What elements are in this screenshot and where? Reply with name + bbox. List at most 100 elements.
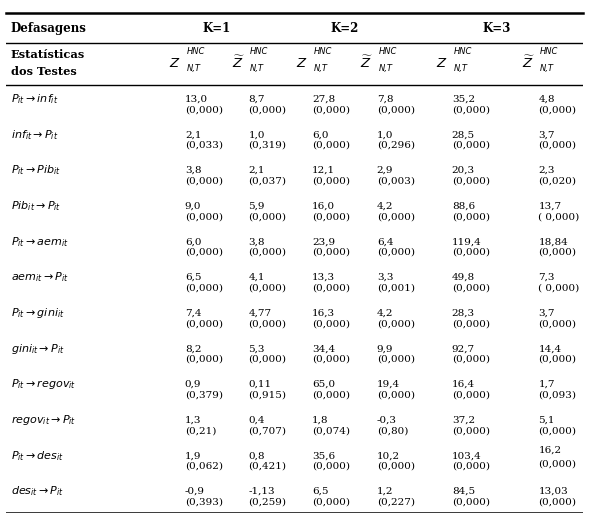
Text: $P_{it} \rightarrow gini_{it}$: $P_{it} \rightarrow gini_{it}$ — [11, 306, 64, 320]
Text: (0,003): (0,003) — [377, 177, 415, 185]
Text: 0,8: 0,8 — [249, 451, 265, 461]
Text: 37,2: 37,2 — [452, 415, 475, 425]
Text: (0,000): (0,000) — [185, 248, 223, 257]
Text: (0,000): (0,000) — [452, 141, 490, 150]
Text: HNC: HNC — [187, 47, 205, 56]
Text: (0,000): (0,000) — [185, 212, 223, 221]
Text: 13,03: 13,03 — [538, 487, 568, 496]
Text: (0,000): (0,000) — [312, 462, 350, 471]
Text: (0,000): (0,000) — [377, 248, 415, 257]
Text: $inf_{it} \rightarrow P_{it}$: $inf_{it} \rightarrow P_{it}$ — [11, 128, 58, 142]
Text: 4,2: 4,2 — [377, 202, 393, 211]
Text: HNC: HNC — [313, 47, 332, 56]
Text: (0,000): (0,000) — [452, 391, 490, 399]
Text: 6,4: 6,4 — [377, 237, 393, 246]
Text: 28,3: 28,3 — [452, 309, 475, 318]
Text: (0,393): (0,393) — [185, 498, 223, 507]
Text: 19,4: 19,4 — [377, 380, 400, 389]
Text: (0,000): (0,000) — [377, 105, 415, 114]
Text: N,T: N,T — [454, 64, 468, 73]
Text: 6,0: 6,0 — [312, 131, 328, 139]
Text: 12,1: 12,1 — [312, 166, 335, 175]
Text: 3,7: 3,7 — [538, 131, 555, 139]
Text: N,T: N,T — [250, 64, 264, 73]
Text: (0,000): (0,000) — [185, 105, 223, 114]
Text: 10,2: 10,2 — [377, 451, 400, 461]
Text: (0,001): (0,001) — [377, 284, 415, 293]
Text: 23,9: 23,9 — [312, 237, 335, 246]
Text: (0,000): (0,000) — [377, 355, 415, 364]
Text: 13,7: 13,7 — [538, 202, 561, 211]
Text: 84,5: 84,5 — [452, 487, 475, 496]
Text: 1,2: 1,2 — [377, 487, 393, 496]
Text: 27,8: 27,8 — [312, 95, 335, 104]
Text: (0,227): (0,227) — [377, 498, 415, 507]
Text: 16,4: 16,4 — [452, 380, 475, 389]
Text: dos Testes: dos Testes — [11, 66, 76, 77]
Text: $P_{it} \rightarrow inf_{it}$: $P_{it} \rightarrow inf_{it}$ — [11, 92, 58, 106]
Text: 35,2: 35,2 — [452, 95, 475, 104]
Text: (0,000): (0,000) — [312, 355, 350, 364]
Text: 16,3: 16,3 — [312, 309, 335, 318]
Text: (0,000): (0,000) — [538, 319, 577, 328]
Text: (0,319): (0,319) — [249, 141, 286, 150]
Text: $\widetilde{Z}$: $\widetilde{Z}$ — [231, 55, 244, 71]
Text: $gini_{it} \rightarrow P_{it}$: $gini_{it} \rightarrow P_{it}$ — [11, 342, 64, 356]
Text: (0,000): (0,000) — [249, 355, 286, 364]
Text: (0,000): (0,000) — [538, 355, 577, 364]
Text: 8,2: 8,2 — [185, 344, 201, 353]
Text: (0,000): (0,000) — [312, 141, 350, 150]
Text: 2,1: 2,1 — [185, 131, 201, 139]
Text: 7,4: 7,4 — [185, 309, 201, 318]
Text: (0,379): (0,379) — [185, 391, 223, 399]
Text: 28,5: 28,5 — [452, 131, 475, 139]
Text: (0,259): (0,259) — [249, 498, 286, 507]
Text: 1,3: 1,3 — [185, 415, 201, 425]
Text: (0,000): (0,000) — [538, 105, 577, 114]
Text: (0,000): (0,000) — [312, 284, 350, 293]
Text: (0,000): (0,000) — [452, 498, 490, 507]
Text: $des_{it} \rightarrow P_{it}$: $des_{it} \rightarrow P_{it}$ — [11, 484, 64, 498]
Text: (0,000): (0,000) — [312, 498, 350, 507]
Text: (0,000): (0,000) — [249, 212, 286, 221]
Text: N,T: N,T — [379, 64, 392, 73]
Text: 20,3: 20,3 — [452, 166, 475, 175]
Text: $Z$: $Z$ — [168, 56, 180, 69]
Text: (0,093): (0,093) — [538, 391, 577, 399]
Text: 16,2: 16,2 — [538, 446, 561, 455]
Text: (0,000): (0,000) — [312, 248, 350, 257]
Text: N,T: N,T — [313, 64, 327, 73]
Text: (0,000): (0,000) — [538, 426, 577, 435]
Text: 5,9: 5,9 — [249, 202, 265, 211]
Text: 0,11: 0,11 — [249, 380, 272, 389]
Text: $P_{it} \rightarrow regov_{it}$: $P_{it} \rightarrow regov_{it}$ — [11, 378, 76, 392]
Text: (0,000): (0,000) — [452, 355, 490, 364]
Text: 3,8: 3,8 — [185, 166, 201, 175]
Text: (0,000): (0,000) — [452, 105, 490, 114]
Text: 3,3: 3,3 — [377, 273, 393, 282]
Text: (0,21): (0,21) — [185, 426, 216, 435]
Text: (0,000): (0,000) — [452, 248, 490, 257]
Text: 13,3: 13,3 — [312, 273, 335, 282]
Text: (0,000): (0,000) — [452, 426, 490, 435]
Text: (0,000): (0,000) — [377, 319, 415, 328]
Text: $P_{it} \rightarrow Pib_{it}$: $P_{it} \rightarrow Pib_{it}$ — [11, 164, 61, 177]
Text: (0,037): (0,037) — [249, 177, 286, 185]
Text: (0,000): (0,000) — [249, 284, 286, 293]
Text: 9,0: 9,0 — [185, 202, 201, 211]
Text: 7,3: 7,3 — [538, 273, 555, 282]
Text: $P_{it} \rightarrow aem_{it}$: $P_{it} \rightarrow aem_{it}$ — [11, 235, 68, 249]
Text: (0,000): (0,000) — [538, 248, 577, 257]
Text: ( 0,000): ( 0,000) — [538, 212, 580, 221]
Text: Estatísticas: Estatísticas — [11, 49, 85, 60]
Text: 103,4: 103,4 — [452, 451, 482, 461]
Text: (0,707): (0,707) — [249, 426, 286, 435]
Text: 6,0: 6,0 — [185, 237, 201, 246]
Text: 0,9: 0,9 — [185, 380, 201, 389]
Text: 34,4: 34,4 — [312, 344, 335, 353]
Text: 3,8: 3,8 — [249, 237, 265, 246]
Text: (0,000): (0,000) — [312, 319, 350, 328]
Text: 7,8: 7,8 — [377, 95, 393, 104]
Text: 5,1: 5,1 — [538, 415, 555, 425]
Text: Defasagens: Defasagens — [11, 22, 87, 35]
